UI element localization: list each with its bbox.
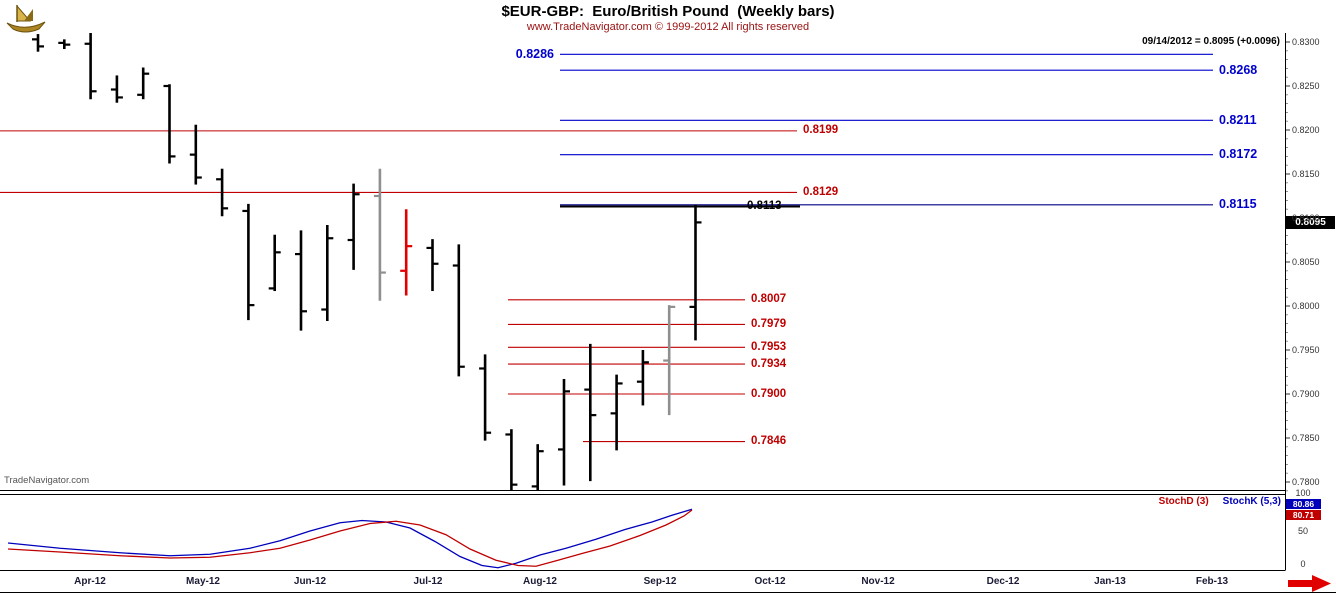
month-label-Apr-12: Apr-12 <box>74 576 106 587</box>
stoch-scale-50: 50 <box>1297 526 1308 536</box>
ohlc-bar <box>242 203 255 321</box>
tradenavigator-logo <box>6 4 46 33</box>
month-label-Jan-13: Jan-13 <box>1094 576 1126 587</box>
stochd-legend-label: StochD (3) <box>1158 495 1209 507</box>
ohlc-bar <box>452 244 465 377</box>
ohlc-bar <box>558 379 570 486</box>
level-label-0.8113: 0.8113 <box>747 200 782 213</box>
ohlc-bar <box>689 204 702 341</box>
month-label-Sep-12: Sep-12 <box>643 576 677 587</box>
level-label-0.7953: 0.7953 <box>751 340 787 353</box>
copyright-line: www.TradeNavigator.com © 1999-2012 All r… <box>526 21 810 33</box>
axis-price-label-0.8250: 0.8250 <box>1292 80 1320 91</box>
ohlc-bar <box>295 230 307 331</box>
level-label-0.7934: 0.7934 <box>751 357 787 370</box>
level-label-0.8172: 0.8172 <box>1219 147 1258 162</box>
ohlc-bar <box>268 234 281 292</box>
ohlc-bar <box>479 354 492 441</box>
month-label-Feb-13: Feb-13 <box>1195 576 1229 587</box>
level-label-0.8129: 0.8129 <box>803 185 839 198</box>
ohlc-bar <box>400 209 413 296</box>
ohlc-bar <box>531 444 544 490</box>
month-label-Jul-12: Jul-12 <box>413 576 443 587</box>
stochk-legend-label: StochK (5,3) <box>1222 495 1281 507</box>
month-label-Oct-12: Oct-12 <box>754 576 786 587</box>
stochastic-legend: StochD (3) StochK (5,3) <box>1159 496 1281 507</box>
level-label-0.7979: 0.7979 <box>751 317 787 330</box>
level-label-0.8007: 0.8007 <box>751 293 787 306</box>
level-label-0.8115: 0.8115 <box>1219 197 1257 212</box>
level-label-0.7900: 0.7900 <box>751 387 787 400</box>
stoch-scale-0: 0 <box>1300 559 1306 569</box>
axis-price-label-0.7900: 0.7900 <box>1292 388 1320 399</box>
stochd-value-badge: 80.71 <box>1286 509 1321 520</box>
scroll-right-arrow[interactable] <box>1288 575 1331 592</box>
price-bars <box>32 33 702 490</box>
last-price-badge: 0.8095 <box>1286 216 1335 229</box>
ohlc-bar <box>347 183 360 270</box>
ohlc-bar <box>216 168 229 217</box>
ohlc-bar <box>58 39 71 50</box>
level-label-0.8268: 0.8268 <box>1219 62 1258 77</box>
ohlc-bar <box>163 84 176 164</box>
ohlc-bar <box>84 33 97 100</box>
axis-price-label-0.7950: 0.7950 <box>1292 344 1320 355</box>
month-label-Nov-12: Nov-12 <box>861 576 895 587</box>
ohlc-bar <box>321 225 334 321</box>
chart-watermark: TradeNavigator.com <box>4 475 90 486</box>
stoch-scale-100: 100 <box>1295 488 1311 498</box>
axis-price-label-0.8150: 0.8150 <box>1292 168 1320 179</box>
ohlc-bar <box>189 124 202 185</box>
ohlc-bar <box>584 343 597 482</box>
stochastic-lines <box>7 508 693 569</box>
stoch-line-StochK <box>7 508 693 569</box>
level-label-0.8199: 0.8199 <box>803 124 839 137</box>
ohlc-bar <box>636 350 649 406</box>
chart-title: $EUR-GBP: Euro/British Pound (Weekly bar… <box>501 3 835 20</box>
last-quote-info: 09/14/2012 = 0.8095 (+0.0096) <box>1142 36 1280 47</box>
month-label-Jun-12: Jun-12 <box>293 576 327 587</box>
axis-price-label-0.8000: 0.8000 <box>1292 300 1320 311</box>
axis-price-label-0.7850: 0.7850 <box>1292 432 1320 443</box>
axis-price-label-0.7800: 0.7800 <box>1292 476 1320 487</box>
ohlc-bar <box>110 75 123 103</box>
stoch-line-StochD <box>7 509 693 567</box>
ohlc-bar <box>373 168 386 301</box>
level-label-0.8211: 0.8211 <box>1219 112 1257 127</box>
axis-price-label-0.8050: 0.8050 <box>1292 256 1320 267</box>
ohlc-bar <box>426 239 439 292</box>
month-label-Dec-12: Dec-12 <box>986 576 1020 587</box>
month-label-Aug-12: Aug-12 <box>523 576 557 587</box>
axis-price-label-0.8100: 0.8100 <box>1292 212 1320 223</box>
ohlc-bar <box>663 305 676 416</box>
ohlc-bar <box>610 374 623 451</box>
ohlc-bar <box>32 34 44 52</box>
stochk-value-badge: 80.86 <box>1286 499 1321 509</box>
ohlc-bar <box>137 67 150 100</box>
level-label-0.7846: 0.7846 <box>751 435 787 448</box>
axis-price-label-0.8300: 0.8300 <box>1292 36 1320 47</box>
ohlc-bar <box>505 429 518 490</box>
axis-price-label-0.8200: 0.8200 <box>1292 124 1320 135</box>
level-label-0.8286: 0.8286 <box>515 46 554 61</box>
month-label-May-12: May-12 <box>186 576 220 587</box>
